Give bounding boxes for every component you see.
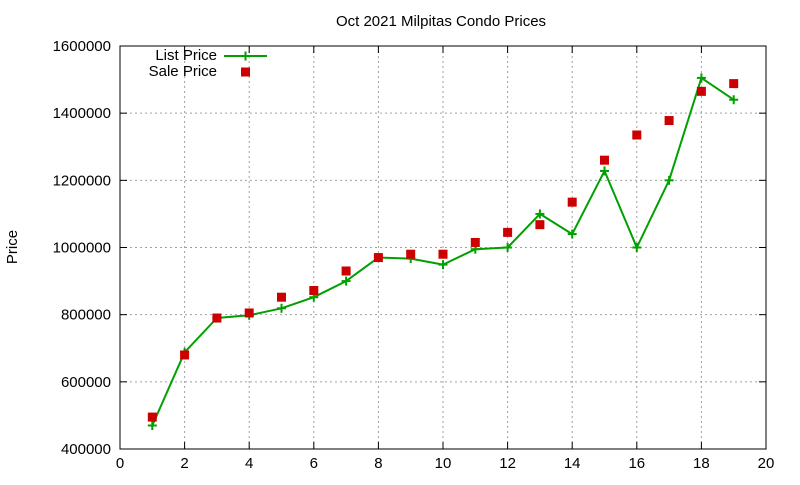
grid-lines — [120, 46, 766, 449]
list-price-point — [632, 243, 642, 252]
y-tick-label: 800000 — [61, 307, 111, 324]
list-price-point — [664, 175, 674, 185]
sale-price-point — [309, 285, 319, 295]
list-price-point — [535, 209, 545, 219]
legend: List Price Sale Price — [149, 47, 267, 80]
list-price-point — [341, 276, 351, 286]
sale-price-point — [212, 313, 222, 323]
sale-price-point — [180, 350, 190, 360]
y-tick-label: 1600000 — [53, 38, 111, 55]
sale-price-point — [729, 79, 739, 89]
sale-price-point — [664, 116, 674, 126]
x-tick-label: 2 — [180, 455, 188, 472]
sale-price-point — [406, 249, 416, 259]
x-tick-label: 6 — [310, 455, 318, 472]
x-tick-label: 18 — [693, 455, 710, 472]
y-tick-label: 1400000 — [53, 105, 111, 122]
sale-price-point — [244, 308, 254, 318]
sale-price-point — [696, 86, 706, 96]
chart-title: Oct 2021 Milpitas Condo Prices — [336, 13, 546, 30]
x-tick-label: 12 — [499, 455, 516, 472]
legend-sample-sale-price-marker — [241, 67, 250, 77]
x-tick-label: 16 — [628, 455, 645, 472]
list-price-point — [567, 229, 577, 239]
sale-price-point — [600, 155, 609, 165]
list-price-point — [729, 95, 739, 105]
x-tick-label: 8 — [374, 455, 382, 472]
list-price-point — [696, 73, 706, 83]
list-price-point — [438, 260, 448, 270]
list-price-point — [277, 303, 286, 313]
series-layer — [147, 73, 739, 430]
sale-price-point — [277, 292, 286, 302]
sale-price-point — [503, 227, 513, 237]
legend-label-list-price: List Price — [155, 47, 217, 64]
sale-price-point — [147, 412, 157, 422]
sale-price-point — [438, 249, 448, 259]
sale-price-point — [470, 237, 480, 247]
sale-price-point — [632, 130, 642, 140]
legend-label-sale-price: Sale Price — [149, 63, 217, 80]
x-tick-label: 14 — [564, 455, 581, 472]
x-tick-label: 10 — [435, 455, 452, 472]
list-price-point — [147, 420, 157, 430]
y-tick-label: 400000 — [61, 441, 111, 458]
sale-price-point — [341, 266, 351, 276]
sale-price-point — [535, 220, 545, 230]
sale-price-point — [373, 253, 383, 263]
x-tick-label: 4 — [245, 455, 253, 472]
y-tick-label: 1200000 — [53, 172, 111, 189]
x-tick-label: 0 — [116, 455, 124, 472]
axis-ticks: 0 2 4 6 8 10 12 14 16 18 20 400000 600000 800000 10000… — [53, 38, 775, 472]
list-price-point — [503, 243, 513, 252]
sale-price-point — [567, 197, 577, 207]
y-tick-label: 1000000 — [53, 240, 111, 257]
x-tick-label: 20 — [758, 455, 775, 472]
y-tick-label: 600000 — [61, 374, 111, 391]
list-price-point — [600, 166, 609, 176]
legend-sample-list-price-marker — [241, 51, 250, 61]
y-axis-label: Price — [4, 230, 21, 264]
